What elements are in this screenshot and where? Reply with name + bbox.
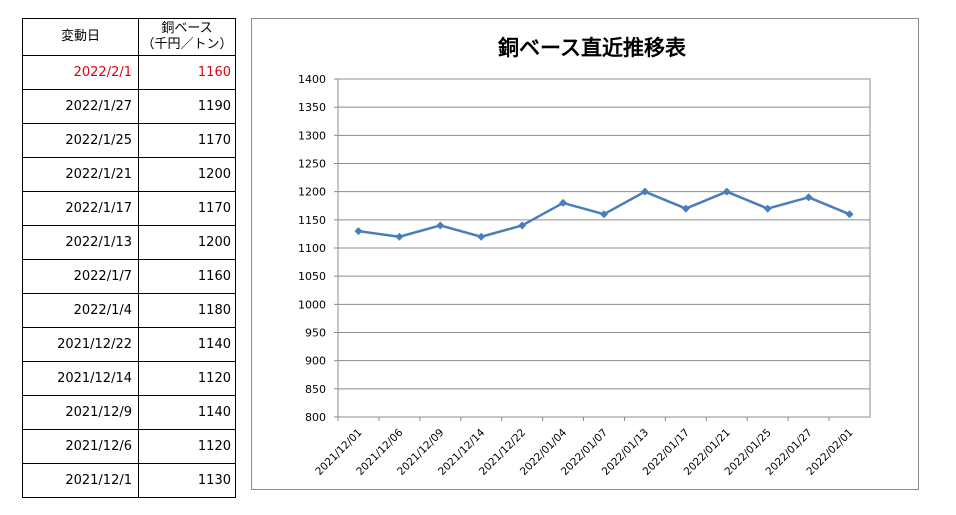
row-value: 1160 [138,259,236,294]
row-value: 1140 [138,327,236,362]
y-tick-label: 1250 [298,158,326,171]
data-point [681,204,690,213]
data-point [722,187,731,196]
y-tick-label: 1050 [298,270,326,283]
row-value: 1140 [138,395,236,430]
y-tick-label: 850 [305,383,326,396]
gridlines [338,78,870,418]
row-date: 2021/12/1 [22,463,139,498]
row-value: 1160 [138,55,236,90]
row-value: 1170 [138,191,236,226]
table-row: 2022/2/1 1160 [22,55,236,90]
table-row: 2021/12/22 1140 [22,327,236,362]
table-row: 2022/1/17 1170 [22,191,236,226]
row-date: 2021/12/9 [22,395,139,430]
series-group [354,187,854,241]
y-tick-label: 1200 [298,186,326,199]
y-tick-label: 1300 [298,129,326,142]
row-date: 2022/1/17 [22,191,139,226]
table-row: 2022/1/7 1160 [22,259,236,294]
row-value: 1170 [138,123,236,158]
copper-base-table: 変動日 銅ベース （千円／トン） 2022/2/1 1160 2022/1/27 11… [22,18,236,498]
row-date: 2022/1/21 [22,157,139,192]
table-row: 2021/12/1 1130 [22,463,236,498]
data-point [477,232,486,241]
y-tick-label: 950 [305,327,326,340]
chart-frame: 銅ベース直近推移表 800 850 900 950 1000 1050 1100 1150 12… [251,18,919,490]
header-value: 銅ベース （千円／トン） [138,18,236,56]
row-date: 2022/1/7 [22,259,139,294]
table-row: 2022/1/13 1200 [22,225,236,260]
header-value-line1: 銅ベース [161,21,213,36]
table-body: 2022/2/1 1160 2022/1/27 1190 2022/1/25 1170 20… [22,55,236,498]
line-chart: 銅ベース直近推移表 800 850 900 950 1000 1050 1100 1150 12… [298,36,871,478]
y-tick-label: 1400 [298,73,326,86]
row-value: 1120 [138,361,236,396]
row-date: 2022/1/13 [22,225,139,260]
row-value: 1120 [138,429,236,464]
row-date: 2022/1/25 [22,123,139,158]
data-point [395,232,404,241]
row-value: 1200 [138,157,236,192]
y-tick-label: 900 [305,355,326,368]
row-date: 2022/2/1 [22,55,139,90]
table-row: 2022/1/21 1200 [22,157,236,192]
row-value: 1180 [138,293,236,328]
row-date: 2022/1/4 [22,293,139,328]
data-point [559,198,568,207]
table-row: 2021/12/14 1120 [22,361,236,396]
table-row: 2022/1/27 1190 [22,89,236,124]
row-value: 1130 [138,463,236,498]
data-point [600,210,608,219]
y-tick-label: 1000 [298,298,326,311]
header-value-line2: （千円／トン） [141,37,233,52]
data-point [804,193,813,202]
y-tick-label: 1100 [298,242,326,255]
table-row: 2022/1/4 1180 [22,293,236,328]
row-value: 1190 [138,89,236,124]
row-date: 2022/1/27 [22,89,139,124]
row-value: 1200 [138,225,236,260]
table-row: 2021/12/6 1120 [22,429,236,464]
y-tick-label: 1350 [298,101,326,114]
y-tick-label: 1150 [298,214,326,227]
data-point [518,221,527,230]
row-date: 2021/12/14 [22,361,139,396]
data-point [354,227,363,236]
y-axis: 800 850 900 950 1000 1050 1100 1150 1200 1250 1300… [298,73,338,424]
header-date: 変動日 [22,18,139,56]
data-point [436,221,445,230]
data-point [845,210,854,219]
table-row: 2022/1/25 1170 [22,123,236,158]
table-header-row: 変動日 銅ベース （千円／トン） [22,18,236,56]
y-tick-label: 800 [305,411,326,424]
table-row: 2021/12/9 1140 [22,395,236,430]
data-point [640,187,649,196]
chart-title: 銅ベース直近推移表 [498,36,687,60]
row-date: 2021/12/6 [22,429,139,464]
x-axis: 2021/12/012021/12/062021/12/092021/12/14… [313,417,856,478]
row-date: 2021/12/22 [22,327,139,362]
data-point [763,204,772,213]
